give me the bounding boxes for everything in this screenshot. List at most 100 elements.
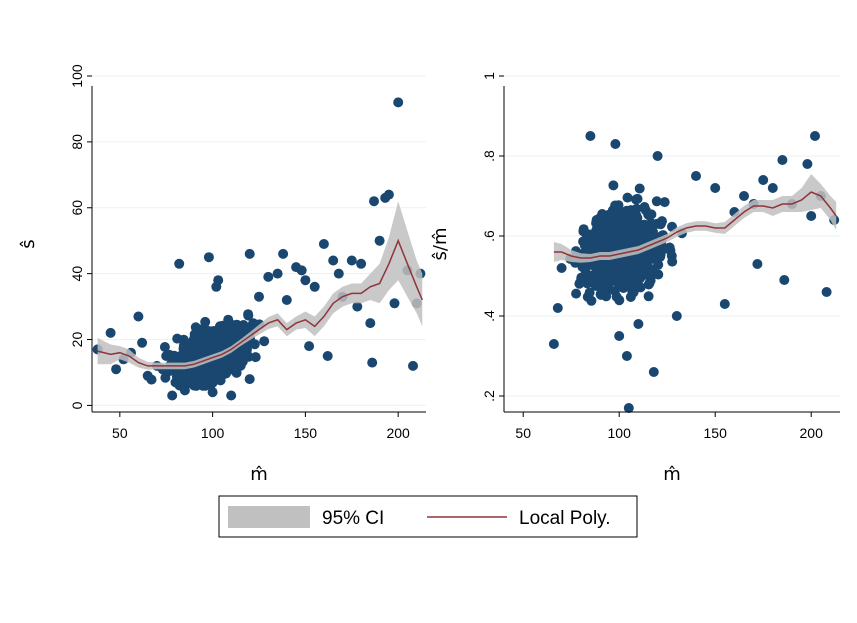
scatter-point	[631, 194, 641, 205]
scatter-point	[200, 316, 211, 327]
scatter-point	[657, 216, 667, 227]
scatter-point	[178, 334, 189, 345]
scatter-point	[643, 209, 654, 220]
scatter-point	[369, 196, 379, 207]
scatter-point	[639, 202, 650, 212]
scatter-point	[653, 259, 664, 270]
scatter-point	[622, 192, 633, 203]
y-tick-label: 20	[69, 332, 85, 348]
scatter-point	[318, 239, 329, 249]
scatter-point	[621, 258, 632, 268]
scatter-point	[346, 255, 357, 266]
scatter-point	[356, 258, 367, 269]
y-axis-title: ŝ	[18, 239, 39, 248]
x-tick-label: 50	[112, 425, 128, 441]
scatter-point	[810, 131, 820, 141]
scatter-point	[613, 200, 624, 211]
scatter-point	[198, 346, 209, 357]
scatter-point	[177, 352, 188, 363]
scatter-point	[651, 196, 662, 207]
scatter-point	[203, 252, 214, 263]
scatter-point	[616, 267, 627, 278]
scatter-point	[197, 335, 208, 346]
scatter-point	[142, 370, 153, 381]
scatter-point	[210, 329, 221, 340]
scatter-point	[629, 256, 640, 267]
scatter-point	[304, 341, 315, 352]
scatter-point	[244, 248, 255, 259]
scatter-point	[278, 248, 289, 259]
scatter-point	[161, 351, 172, 361]
left-panel: 0 20 40 60 80 100 50 100 150 200 m̂ ŝ	[18, 64, 426, 485]
scatter-point	[383, 189, 394, 200]
scatter-point	[580, 264, 591, 275]
scatter-point	[821, 287, 832, 297]
scatter-point	[159, 342, 170, 352]
scatter-point	[719, 299, 730, 309]
scatter-point	[231, 367, 242, 378]
scatter-point	[623, 403, 634, 413]
local-poly-line	[553, 191, 837, 259]
x-tick-label: 150	[294, 425, 318, 441]
scatter-point	[254, 291, 264, 302]
scatter-point	[133, 311, 144, 322]
scatter-point	[666, 250, 677, 261]
y-tick-label: 80	[69, 134, 85, 150]
scatter-point	[333, 268, 344, 279]
scatter-point	[328, 255, 339, 266]
scatter-point	[578, 224, 589, 235]
scatter-point	[608, 180, 619, 191]
scatter-point	[244, 374, 255, 385]
scatter-point	[614, 241, 625, 252]
scatter-point	[170, 377, 181, 388]
scatter-point	[806, 211, 817, 221]
legend-ci-swatch	[228, 506, 310, 528]
ci-band	[97, 201, 423, 370]
scatter-point	[777, 155, 788, 165]
scatter-point	[367, 357, 378, 368]
scatter-point	[213, 275, 224, 286]
scatter-point	[605, 235, 616, 246]
scatter-point	[571, 288, 582, 299]
scatter-point	[779, 275, 790, 285]
scatter-point	[642, 258, 652, 269]
scatter-point	[614, 295, 625, 306]
scatter-point	[389, 298, 400, 309]
legend: 95% CI Local Poly.	[218, 495, 638, 538]
x-axis-title: m̂	[663, 464, 681, 485]
scatter-point	[226, 390, 237, 401]
y-tick-label: 0	[69, 401, 85, 409]
scatter-point	[634, 183, 645, 194]
scatter-point	[393, 97, 404, 108]
scatter-point	[710, 183, 721, 193]
y-tick-label: 100	[69, 64, 85, 88]
scatter-point	[652, 151, 663, 161]
scatter-point	[610, 139, 621, 149]
x-axis-title: m̂	[250, 464, 268, 485]
x-tick-label: 50	[515, 425, 531, 441]
scatter-point	[243, 310, 254, 321]
scatter-point	[767, 183, 778, 193]
scatter-point	[596, 243, 606, 254]
y-tick-label: .4	[481, 310, 497, 322]
scatter-point	[408, 360, 418, 371]
x-tick-label: 150	[704, 425, 728, 441]
legend-ci-label: 95% CI	[322, 508, 384, 529]
y-tick-label: .8	[481, 150, 497, 162]
scatter-point	[309, 281, 320, 292]
scatter-point	[643, 279, 654, 290]
scatter-point	[758, 175, 769, 185]
scatter-point	[739, 191, 749, 201]
scatter-point	[229, 331, 240, 342]
ci-band	[553, 174, 837, 263]
scatter-point	[185, 367, 196, 378]
scatter-point	[584, 239, 595, 250]
scatter-point	[621, 351, 632, 361]
scatter-point	[628, 216, 639, 227]
x-tick-label: 100	[201, 425, 225, 441]
scatter-point	[626, 279, 637, 290]
scatter-point	[648, 247, 659, 258]
y-tick-label: 60	[69, 200, 85, 216]
scatter-point	[207, 387, 218, 398]
scatter-point	[238, 320, 249, 330]
